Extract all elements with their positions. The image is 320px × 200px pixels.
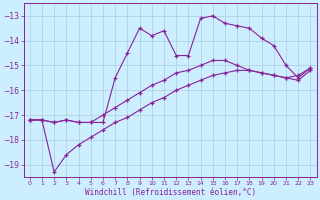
X-axis label: Windchill (Refroidissement éolien,°C): Windchill (Refroidissement éolien,°C) — [84, 188, 256, 197]
